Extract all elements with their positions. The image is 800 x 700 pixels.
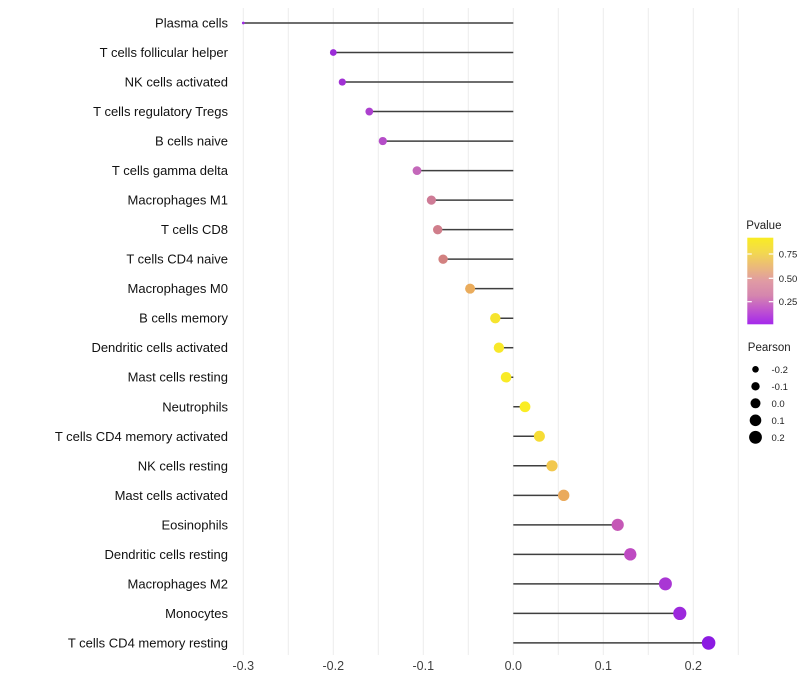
row-label: Monocytes bbox=[165, 606, 228, 621]
pvalue-colorbar bbox=[747, 237, 774, 325]
pearson-size-label: 0.1 bbox=[772, 416, 785, 427]
row-label: B cells naive bbox=[155, 134, 228, 149]
lollipop-dot bbox=[611, 518, 624, 531]
pearson-size-label: -0.2 bbox=[772, 365, 788, 376]
pearson-legend-title: Pearson bbox=[748, 342, 791, 354]
lollipop-dot bbox=[500, 371, 512, 383]
lollipop-dot bbox=[546, 460, 558, 472]
row-label: T cells CD8 bbox=[161, 222, 228, 237]
lollipop-dot bbox=[519, 401, 531, 413]
x-axis-tick-label: 0.0 bbox=[505, 659, 522, 673]
x-axis-tick-label: -0.1 bbox=[413, 659, 435, 673]
row-label: Macrophages M0 bbox=[128, 281, 228, 296]
pearson-size-label: 0.2 bbox=[772, 433, 785, 444]
lollipop-dot bbox=[624, 548, 637, 561]
lollipop-dot bbox=[365, 107, 374, 116]
lollipop-dot bbox=[465, 283, 476, 294]
pvalue-legend-title: Pvalue bbox=[746, 220, 781, 232]
row-label: Mast cells resting bbox=[128, 370, 228, 385]
lollipop-dot bbox=[412, 166, 422, 176]
row-label: Plasma cells bbox=[155, 16, 228, 31]
lollipop-dot bbox=[701, 636, 716, 650]
row-label: Eosinophils bbox=[162, 517, 229, 532]
row-label: Macrophages M2 bbox=[128, 576, 228, 591]
row-label: T cells CD4 naive bbox=[126, 252, 228, 267]
lollipop-dot bbox=[658, 577, 672, 591]
lollipop-dot bbox=[490, 313, 501, 324]
lollipop-dot bbox=[438, 254, 448, 264]
lollipop-dot bbox=[433, 224, 443, 235]
row-label: Dendritic cells activated bbox=[91, 340, 228, 355]
lollipop-dot bbox=[378, 136, 387, 146]
lollipop-dot bbox=[533, 430, 545, 442]
lollipop-dot bbox=[558, 489, 570, 502]
row-label: Mast cells activated bbox=[115, 488, 228, 503]
lollipop-dot bbox=[338, 78, 346, 86]
row-label: T cells gamma delta bbox=[112, 163, 229, 178]
row-label: B cells memory bbox=[139, 311, 228, 326]
row-label: T cells follicular helper bbox=[100, 45, 229, 60]
row-label: Macrophages M1 bbox=[128, 193, 228, 208]
lollipop-dot bbox=[673, 606, 687, 621]
row-label: T cells CD4 memory activated bbox=[55, 429, 228, 444]
row-label: Neutrophils bbox=[162, 399, 228, 414]
row-label: Dendritic cells resting bbox=[104, 547, 228, 562]
x-axis-tick-label: 0.1 bbox=[595, 659, 612, 673]
lollipop-dot bbox=[329, 49, 337, 56]
lollipop-dot bbox=[426, 195, 436, 205]
pvalue-tick-label: 0.25 bbox=[779, 297, 798, 308]
pearson-size-dot bbox=[749, 414, 762, 427]
row-label: T cells regulatory Tregs bbox=[93, 104, 228, 119]
pearson-size-dot bbox=[752, 366, 759, 373]
x-axis-tick-label: 0.2 bbox=[685, 659, 702, 673]
x-axis-tick-label: -0.2 bbox=[323, 659, 345, 673]
pearson-size-label: -0.1 bbox=[772, 382, 788, 393]
pearson-size-dot bbox=[751, 382, 760, 391]
lollipop-dot bbox=[493, 342, 505, 353]
pearson-size-dot bbox=[750, 398, 761, 409]
pearson-size-dot bbox=[749, 430, 762, 444]
row-label: NK cells resting bbox=[138, 458, 228, 473]
x-axis-tick-label: -0.3 bbox=[233, 659, 255, 673]
lollipop-dot bbox=[241, 21, 245, 25]
pvalue-tick-label: 0.75 bbox=[779, 250, 798, 261]
pearson-size-label: 0.0 bbox=[772, 399, 785, 410]
row-label: T cells CD4 memory resting bbox=[68, 635, 228, 650]
row-label: NK cells activated bbox=[125, 75, 228, 90]
pvalue-tick-label: 0.50 bbox=[779, 274, 798, 285]
